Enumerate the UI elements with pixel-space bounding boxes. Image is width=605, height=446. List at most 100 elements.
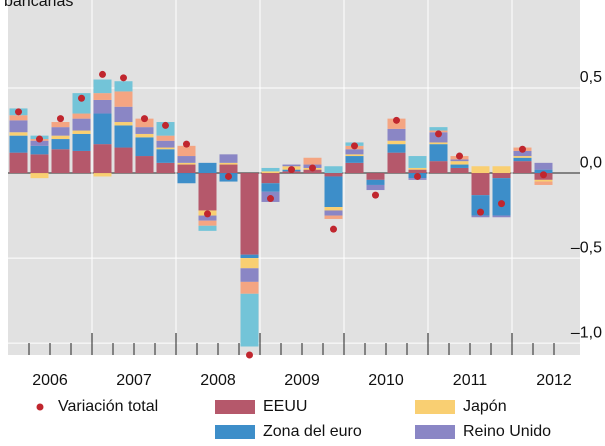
x-tick-label: 2007 <box>116 372 152 389</box>
bar-segment <box>114 106 133 123</box>
bar-segment <box>156 147 175 150</box>
bar-segment <box>30 140 49 146</box>
bar-segment <box>156 140 175 148</box>
bar-segment <box>303 157 322 165</box>
bar-segment <box>471 215 490 218</box>
legend-label: Variación total <box>58 398 158 415</box>
x-tick-label: 2006 <box>32 372 68 389</box>
total-marker <box>57 115 64 123</box>
bar-segment <box>240 268 259 282</box>
bar-segment <box>177 162 196 165</box>
bar-segment <box>198 162 217 174</box>
bar-segment <box>366 173 385 180</box>
bar-segment <box>492 173 511 179</box>
total-marker <box>141 115 148 123</box>
y-tick-label: –1,0 <box>571 324 602 341</box>
total-marker <box>36 135 43 143</box>
bar-segment <box>345 162 364 174</box>
legend-label: Zona del euro <box>263 423 362 440</box>
bar-segment <box>72 133 91 151</box>
bar-segment <box>387 140 406 145</box>
bar-segment <box>450 164 469 168</box>
bar-segment <box>198 173 217 211</box>
x-tick-label: 2012 <box>536 372 572 389</box>
total-marker <box>540 171 547 179</box>
legend-label: Japón <box>463 398 507 415</box>
y-tick-label: 0,0 <box>580 154 602 171</box>
bar-segment <box>450 159 469 162</box>
bar-segment <box>198 220 217 226</box>
total-marker <box>15 108 22 116</box>
bar-segment <box>135 133 154 138</box>
bar-segment <box>219 162 238 165</box>
bar-segment <box>345 149 364 155</box>
bar-segment <box>366 184 385 191</box>
bar-segment <box>72 150 91 174</box>
bar-segment <box>114 125 133 148</box>
bar-segment <box>240 173 259 255</box>
bar-segment <box>324 207 343 211</box>
bar-segment <box>324 166 343 174</box>
bar-segment <box>135 127 154 134</box>
bar-segment <box>513 161 532 174</box>
total-marker <box>456 152 463 160</box>
total-marker <box>288 166 295 174</box>
bar-segment <box>471 173 490 196</box>
bar-segment <box>387 152 406 174</box>
bar-segment <box>156 162 175 174</box>
bar-segment <box>450 167 469 174</box>
bar-segment <box>198 225 217 231</box>
bar-segment <box>114 147 133 174</box>
total-marker <box>330 225 337 233</box>
bar-segment <box>9 120 28 133</box>
total-marker <box>477 208 484 216</box>
x-tick-label: 2009 <box>284 372 320 389</box>
total-marker <box>414 172 421 180</box>
bar-segment <box>114 91 133 107</box>
bar-segment <box>387 144 406 153</box>
total-marker <box>204 210 211 218</box>
x-tick-label: 2008 <box>200 372 236 389</box>
x-tick-label: 2011 <box>453 372 488 389</box>
bar-segment <box>345 154 364 157</box>
bar-segment <box>72 118 91 131</box>
bar-segment <box>471 166 490 174</box>
total-marker <box>393 116 400 124</box>
bar-segment <box>30 173 49 179</box>
total-marker <box>519 145 526 153</box>
bar-segment <box>72 93 91 114</box>
bar-segment <box>93 93 112 100</box>
y-tick-label: 0,5 <box>580 69 602 86</box>
bar-segment <box>534 179 553 182</box>
bar-segment <box>219 154 238 163</box>
bar-segment <box>492 166 511 174</box>
total-marker <box>99 70 106 78</box>
x-tick-label: 2010 <box>368 372 404 389</box>
bar-segment <box>30 154 49 174</box>
bar-segment <box>324 173 343 177</box>
bar-segment <box>93 79 112 94</box>
bar-segment <box>93 99 112 114</box>
bar-segment <box>135 118 154 128</box>
bar-segment <box>282 164 301 167</box>
bar-segment <box>513 150 532 157</box>
bar-segment <box>366 179 385 185</box>
bar-segment <box>324 210 343 216</box>
total-marker <box>183 140 190 148</box>
legend-marker <box>36 403 44 411</box>
bar-segment <box>387 128 406 141</box>
total-marker <box>351 142 358 150</box>
bar-segment <box>534 162 553 170</box>
bar-segment <box>72 113 91 119</box>
bar-segment <box>219 164 238 174</box>
bar-segment <box>9 132 28 136</box>
legend-swatch <box>415 400 455 414</box>
bar-segment <box>345 156 364 163</box>
bar-segment <box>51 149 70 174</box>
total-marker <box>225 172 232 180</box>
bar-segment <box>429 127 448 131</box>
bar-segment <box>450 161 469 165</box>
legend-swatch <box>215 425 255 439</box>
bar-segment <box>492 178 511 216</box>
